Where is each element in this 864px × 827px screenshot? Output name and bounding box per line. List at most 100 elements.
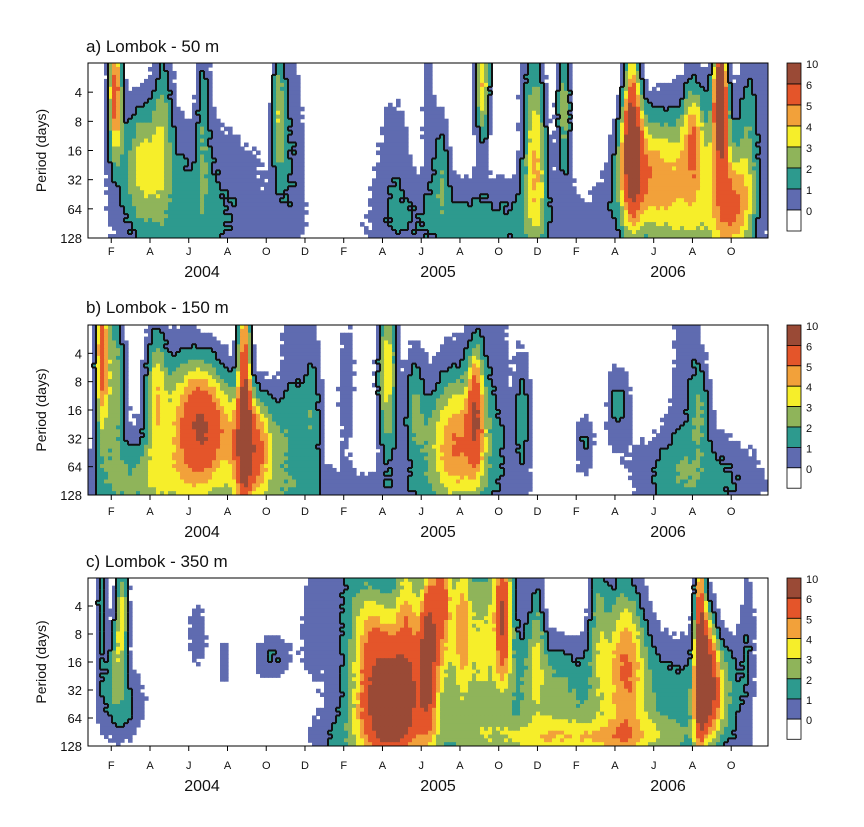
heatmap-cell: [720, 142, 725, 148]
heatmap-cell: [232, 138, 237, 144]
heatmap-cell: [484, 98, 489, 104]
heatmap-cell: [396, 230, 401, 235]
heatmap-cell: [708, 114, 713, 120]
heatmap-cell: [568, 186, 573, 191]
heatmap-cell: [132, 138, 137, 144]
heatmap-cell: [268, 170, 273, 175]
heatmap-cell: [432, 190, 437, 195]
heatmap-cell: [752, 154, 757, 160]
heatmap-cell: [464, 182, 469, 187]
heatmap-cell: [656, 186, 661, 191]
heatmap-cell: [388, 202, 393, 207]
heatmap-cell: [208, 194, 213, 199]
heatmap-cell: [568, 194, 573, 199]
heatmap-cell: [708, 230, 713, 235]
heatmap-cell: [564, 150, 569, 156]
heatmap-cell: [104, 86, 109, 92]
heatmap-cell: [108, 118, 113, 124]
heatmap-cell: [724, 86, 729, 92]
heatmap-cell: [532, 74, 537, 80]
heatmap-cell: [568, 158, 573, 164]
heatmap-cell: [640, 102, 645, 108]
heatmap-cell: [632, 198, 637, 203]
heatmap-cell: [188, 118, 193, 124]
heatmap-cell: [428, 146, 433, 152]
heatmap-cell: [716, 106, 721, 112]
heatmap-cell: [184, 210, 189, 215]
heatmap-cell: [700, 230, 705, 235]
heatmap-cell: [428, 226, 433, 231]
heatmap-cell: [244, 206, 249, 211]
heatmap-cell: [500, 218, 505, 223]
heatmap-cell: [740, 74, 745, 80]
heatmap-cell: [124, 118, 129, 124]
heatmap-cell: [284, 142, 289, 148]
heatmap-cell: [448, 150, 453, 156]
heatmap-cell: [748, 102, 753, 108]
heatmap-cell: [376, 234, 381, 238]
heatmap-cell: [676, 198, 681, 203]
heatmap-cell: [408, 206, 413, 211]
heatmap-cell: [564, 190, 569, 195]
heatmap-cell: [388, 234, 393, 238]
heatmap-cell: [664, 174, 669, 179]
heatmap-cell: [648, 166, 653, 171]
heatmap-cell: [400, 166, 405, 171]
heatmap-cell: [728, 218, 733, 223]
heatmap-cell: [616, 206, 621, 211]
heatmap-cell: [188, 138, 193, 144]
heatmap-cell: [220, 182, 225, 187]
heatmap-cell: [444, 198, 449, 203]
heatmap-cell: [720, 214, 725, 219]
heatmap-cell: [620, 170, 625, 175]
heatmap-cell: [300, 206, 305, 211]
heatmap-cell: [284, 130, 289, 136]
heatmap-cell: [520, 74, 525, 80]
heatmap-cell: [672, 134, 677, 140]
heatmap-cell: [392, 174, 397, 179]
heatmap-cell: [560, 134, 565, 140]
heatmap-cell: [540, 86, 545, 92]
heatmap-cell: [628, 154, 633, 160]
heatmap-cell: [692, 134, 697, 140]
heatmap-cell: [740, 82, 745, 88]
heatmap-cell: [600, 174, 605, 179]
heatmap-cell: [720, 114, 725, 120]
heatmap-cell: [680, 114, 685, 120]
heatmap-cell: [472, 194, 477, 199]
heatmap-cell: [516, 170, 521, 175]
heatmap-cell: [548, 158, 553, 164]
heatmap-cell: [292, 142, 297, 148]
heatmap-cell: [688, 146, 693, 152]
heatmap-cell: [700, 102, 705, 108]
heatmap-cell: [108, 210, 113, 215]
heatmap-cell: [524, 126, 529, 132]
heatmap-cell: [576, 194, 581, 199]
heatmap-cell: [492, 182, 497, 187]
heatmap-cell: [608, 178, 613, 183]
heatmap-cell: [176, 142, 181, 148]
heatmap-cell: [740, 130, 745, 136]
heatmap-cell: [284, 202, 289, 207]
heatmap-cell: [144, 218, 149, 223]
heatmap-cell: [152, 226, 157, 231]
heatmap-cell: [280, 218, 285, 223]
heatmap-cell: [532, 186, 537, 191]
heatmap-cell: [476, 214, 481, 219]
heatmap-cell: [452, 170, 457, 175]
heatmap-cell: [748, 146, 753, 152]
heatmap-cell: [232, 158, 237, 164]
heatmap-cell: [404, 190, 409, 195]
heatmap-cell: [484, 63, 489, 68]
heatmap-cell: [384, 158, 389, 164]
heatmap-cell: [160, 138, 165, 144]
heatmap-cell: [388, 150, 393, 156]
heatmap-cell: [104, 162, 109, 168]
heatmap-cell: [748, 158, 753, 164]
heatmap-cell: [480, 106, 485, 112]
heatmap-cell: [676, 86, 681, 92]
heatmap-cell: [592, 226, 597, 231]
heatmap-cell: [532, 146, 537, 152]
heatmap-cell: [560, 182, 565, 187]
heatmap-cell: [520, 186, 525, 191]
